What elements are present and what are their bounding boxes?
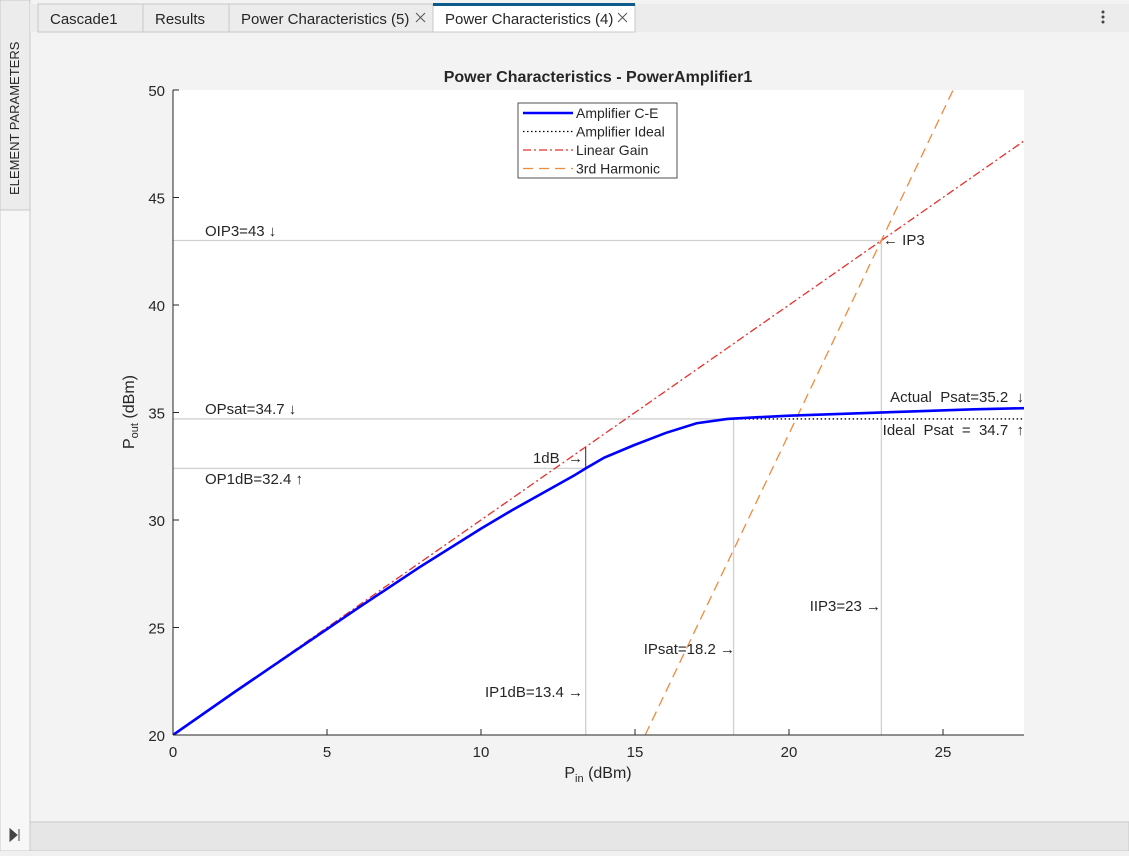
sidebar-label: ELEMENT PARAMETERS [7,41,22,195]
chart-title: Power Characteristics - PowerAmplifier1 [444,69,753,86]
sidebar-tab[interactable] [0,0,31,211]
y-tick-label: 30 [148,513,165,530]
y-tick-label: 50 [148,83,165,100]
series-line [173,406,1024,735]
annotation: IP1dB=13.4 → [485,684,583,701]
legend-label: Amplifier C-E [576,105,658,121]
tab-label: Power Characteristics (5) [241,11,409,28]
x-tick-label: 10 [473,744,490,761]
series-line [644,90,954,735]
y-axis-label: Pout (dBm) [121,375,141,449]
tab-close[interactable] [617,12,628,23]
annotation: OIP3=43 ↓ [205,223,276,240]
x-tick-label: 20 [781,744,798,761]
annotation: OPsat=34.7 ↓ [205,401,296,418]
menu-dot[interactable] [1101,20,1105,24]
annotation: ← IP3 [883,232,925,249]
y-tick-label: 20 [148,728,165,745]
tab[interactable] [142,3,230,33]
y-tick-label: 25 [148,621,165,638]
annotation: IIP3=23 → [810,598,881,615]
x-tick-label: 0 [169,744,177,761]
y-tick-label: 45 [148,191,165,208]
x-tick-label: 25 [935,744,952,761]
tab-highlight [433,3,635,6]
tab-label: Power Characteristics (4) [445,11,613,28]
annotation: 1dB → [533,450,583,467]
menu-dot[interactable] [1101,10,1105,14]
x-tick-label: 5 [323,744,331,761]
annotation: Ideal Psat = 34.7 ↑ [883,422,1024,439]
y-tick-label: 35 [148,406,165,423]
tab-label: Results [155,11,205,28]
tab[interactable] [432,3,636,33]
y-tick-label: 40 [148,298,165,315]
legend-label: 3rd Harmonic [576,161,660,177]
tab-label: Cascade1 [50,11,118,28]
annotation: OP1dB=32.4 ↑ [205,471,303,488]
tab[interactable] [228,3,434,33]
annotation: Actual Psat=35.2 ↓ [890,389,1024,406]
expand-icon[interactable] [9,827,20,843]
x-axis-label: Pin (dBm) [564,765,631,785]
legend-label: Amplifier Ideal [576,124,665,140]
annotation: IPsat=18.2 → [644,641,735,658]
x-tick-label: 15 [627,744,644,761]
tab-close[interactable] [415,12,426,23]
tab[interactable] [37,3,144,33]
legend-label: Linear Gain [576,142,648,158]
menu-dot[interactable] [1101,15,1105,19]
status-bar [29,821,1129,852]
legend-box [517,102,678,179]
